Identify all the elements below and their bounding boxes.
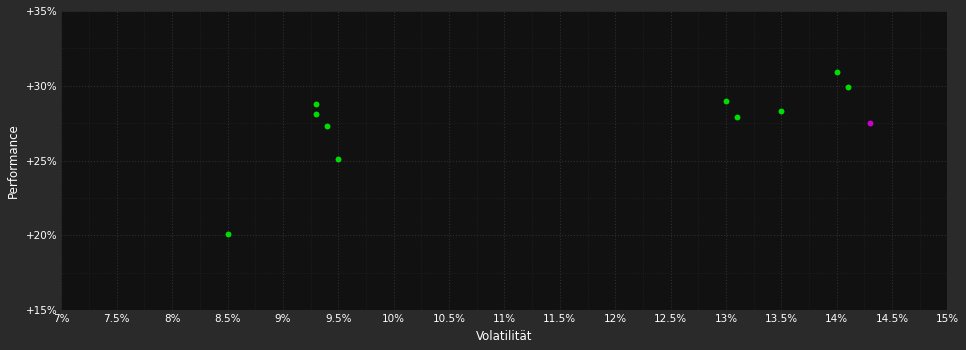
Point — [308, 111, 324, 117]
Point — [220, 231, 236, 237]
Point — [829, 70, 844, 75]
Point — [308, 101, 324, 106]
X-axis label: Volatilität: Volatilität — [476, 330, 532, 343]
Y-axis label: Performance: Performance — [7, 123, 20, 198]
Point — [840, 84, 856, 90]
Point — [774, 108, 789, 114]
Point — [330, 156, 346, 162]
Point — [729, 114, 745, 120]
Point — [320, 124, 335, 129]
Point — [719, 98, 734, 104]
Point — [863, 120, 878, 126]
